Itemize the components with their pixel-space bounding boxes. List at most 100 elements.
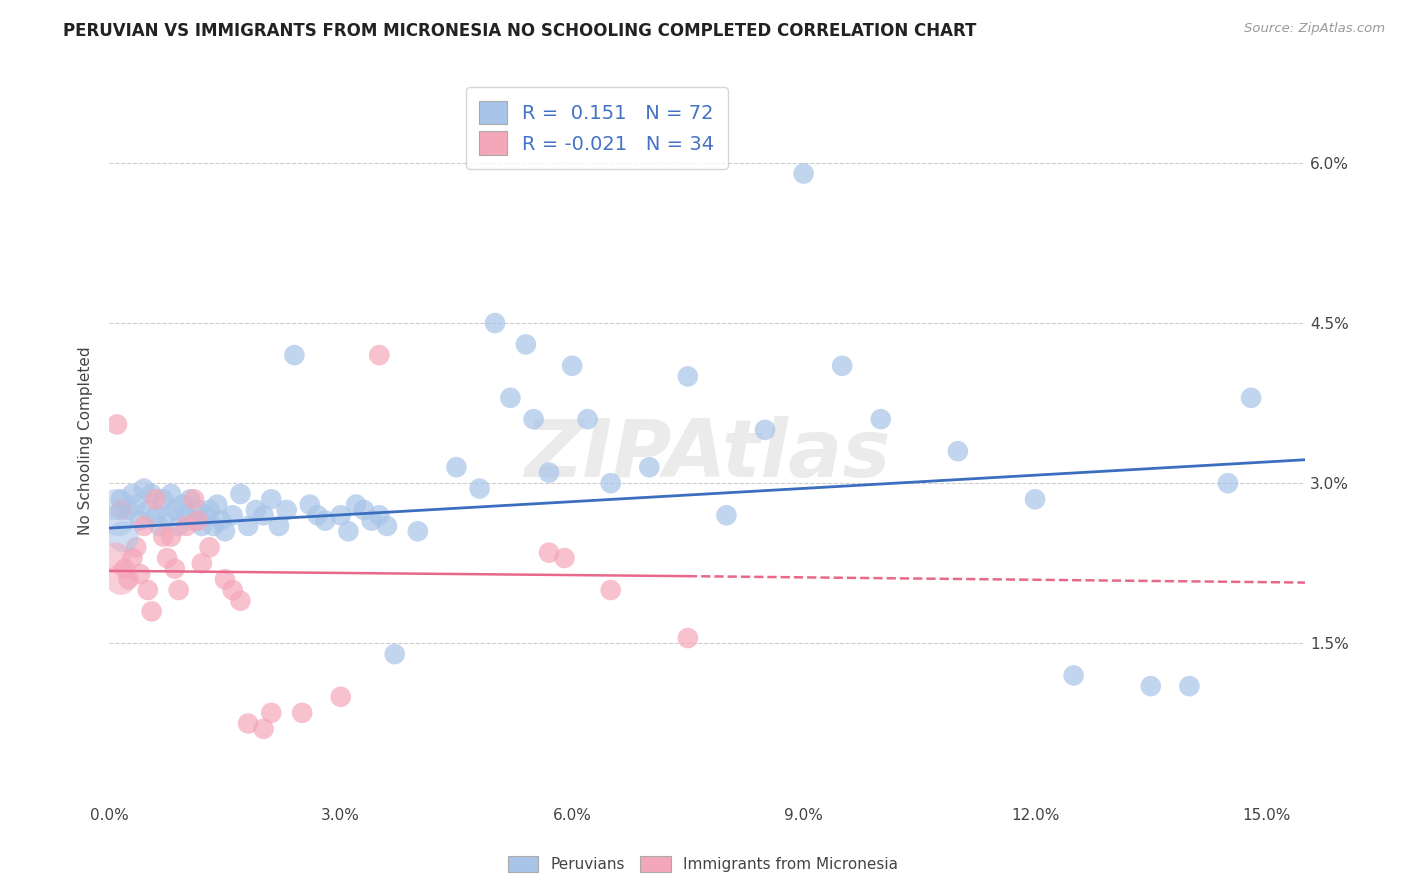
Point [446,460,468,475]
Point [104,498,127,512]
Point [375,519,398,533]
Point [553,551,575,566]
Point [599,582,621,597]
Point [167,582,190,597]
Point [260,492,283,507]
Point [329,508,352,523]
Point [676,369,699,384]
Point [221,508,243,523]
Point [831,359,853,373]
Point [176,508,198,523]
Point [160,530,183,544]
Point [207,498,229,512]
Point [1139,679,1161,693]
Point [499,391,522,405]
Point [129,514,152,528]
Point [276,503,298,517]
Point [368,348,391,362]
Legend: Peruvians, Immigrants from Micronesia: Peruvians, Immigrants from Micronesia [501,848,905,880]
Point [314,514,336,528]
Point [107,514,129,528]
Point [136,582,159,597]
Point [1063,668,1085,682]
Point [360,514,382,528]
Point [167,519,190,533]
Point [114,562,136,576]
Point [136,503,159,517]
Point [176,519,198,533]
Y-axis label: No Schooling Completed: No Schooling Completed [79,346,93,535]
Point [522,412,544,426]
Point [515,337,537,351]
Point [384,647,406,661]
Point [112,530,135,544]
Point [129,567,152,582]
Point [793,167,815,181]
Point [344,498,367,512]
Point [406,524,429,539]
Point [163,562,186,576]
Point [283,348,305,362]
Point [187,503,209,517]
Point [468,482,491,496]
Point [110,492,132,507]
Point [576,412,599,426]
Point [179,492,201,507]
Point [152,530,174,544]
Text: PERUVIAN VS IMMIGRANTS FROM MICRONESIA NO SCHOOLING COMPLETED CORRELATION CHART: PERUVIAN VS IMMIGRANTS FROM MICRONESIA N… [63,22,977,40]
Point [368,508,391,523]
Point [198,541,221,555]
Point [236,519,259,533]
Point [141,604,163,618]
Point [1216,476,1239,491]
Point [537,466,560,480]
Point [117,503,139,517]
Point [245,503,267,517]
Point [267,519,290,533]
Point [145,492,167,507]
Point [125,498,148,512]
Point [156,508,179,523]
Point [599,476,621,491]
Point [198,503,221,517]
Point [561,359,583,373]
Point [187,514,209,528]
Point [121,487,143,501]
Text: Source: ZipAtlas.com: Source: ZipAtlas.com [1244,22,1385,36]
Point [117,573,139,587]
Point [145,508,167,523]
Point [946,444,969,458]
Point [202,519,225,533]
Point [869,412,891,426]
Point [214,573,236,587]
Point [676,631,699,645]
Point [160,487,183,501]
Point [125,541,148,555]
Point [183,492,205,507]
Point [716,508,738,523]
Point [291,706,314,720]
Point [214,524,236,539]
Point [183,514,205,528]
Point [172,498,194,512]
Point [148,519,170,533]
Point [132,519,155,533]
Point [329,690,352,704]
Point [163,503,186,517]
Point [221,582,243,597]
Point [1240,391,1263,405]
Point [152,492,174,507]
Point [260,706,283,720]
Point [252,508,274,523]
Point [337,524,360,539]
Point [105,417,128,432]
Point [110,573,132,587]
Point [229,593,252,607]
Point [104,551,127,566]
Text: ZIPAtlas: ZIPAtlas [524,416,890,494]
Point [236,716,259,731]
Point [141,487,163,501]
Point [252,722,274,736]
Point [194,508,217,523]
Point [1024,492,1046,507]
